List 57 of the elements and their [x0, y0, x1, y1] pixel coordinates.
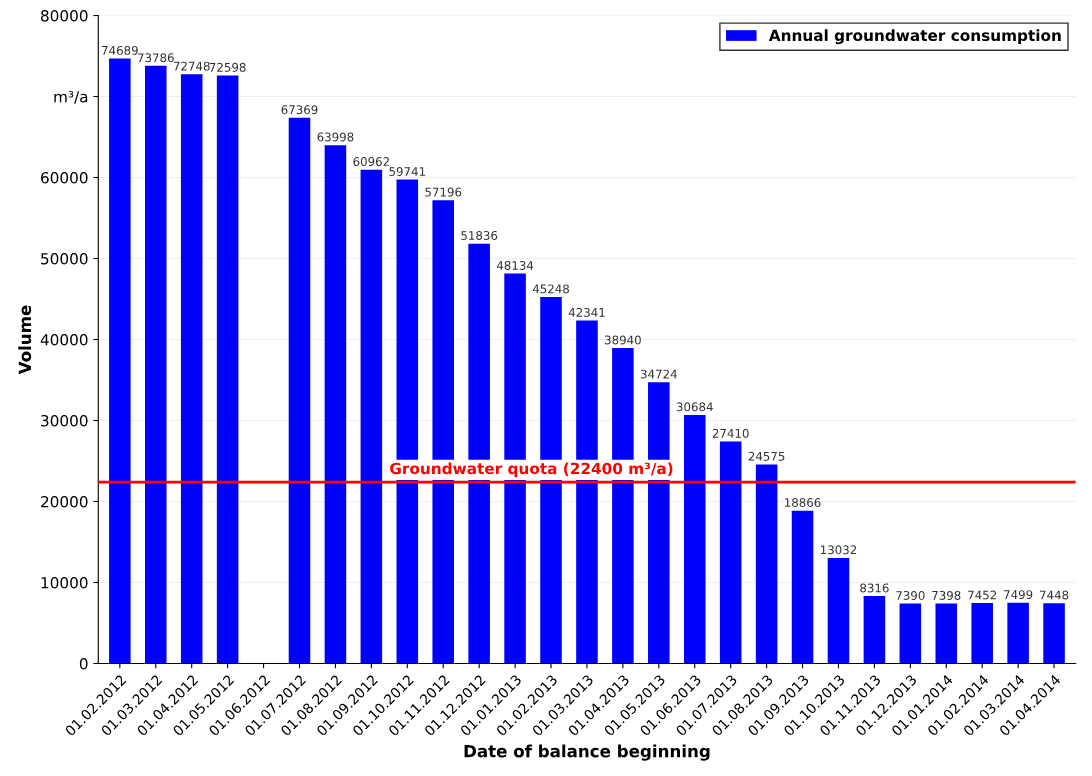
- data-label: 7452: [968, 590, 997, 600]
- data-label: 7390: [896, 591, 925, 600]
- y-tick-label: 80000: [40, 9, 88, 22]
- y-tick-label: 10000: [41, 576, 88, 589]
- data-label: 59741: [389, 167, 425, 176]
- data-label: 34724: [640, 369, 677, 379]
- bar: [935, 603, 958, 664]
- data-label: 24575: [748, 451, 785, 461]
- data-label: 7499: [1004, 590, 1033, 600]
- bar: [109, 58, 131, 664]
- bar: [216, 75, 239, 664]
- bar: [719, 441, 742, 664]
- data-label: 63998: [317, 132, 354, 142]
- data-label: 74689: [102, 45, 138, 55]
- data-label: 51836: [461, 231, 498, 240]
- data-label: 27410: [712, 428, 749, 438]
- bar: [755, 464, 778, 664]
- bar: [288, 117, 311, 664]
- data-label: 57196: [425, 187, 462, 197]
- y-tick-label: 50000: [41, 252, 88, 265]
- data-label: 7448: [1040, 590, 1069, 600]
- bar: [863, 596, 886, 664]
- y-tick-label: 60000: [41, 171, 88, 184]
- bar: [971, 603, 993, 664]
- y-tick-label: 20000: [41, 495, 88, 508]
- legend-label: Annual groundwater consumption: [768, 29, 1061, 45]
- bar: [899, 603, 922, 664]
- y-tick-label: 0: [79, 657, 88, 670]
- data-label: 7398: [932, 590, 961, 600]
- data-label: 42341: [568, 307, 605, 317]
- y-tick-label: m³/a: [54, 90, 88, 104]
- data-label: 18866: [785, 498, 821, 507]
- data-label: 45248: [532, 284, 569, 294]
- y-tick-label: 40000: [40, 333, 88, 346]
- data-label: 48134: [496, 261, 534, 270]
- data-label: 67369: [281, 105, 318, 115]
- y-tick-label: 30000: [41, 414, 88, 427]
- data-label: 38940: [605, 335, 641, 345]
- data-label: 60962: [353, 157, 389, 167]
- data-label: 13032: [820, 545, 857, 555]
- data-label: 8316: [860, 583, 889, 593]
- bar: [827, 557, 850, 664]
- bar: [683, 414, 706, 664]
- data-label: 30684: [676, 402, 713, 412]
- data-label: 72748: [173, 61, 210, 71]
- bar: [1007, 602, 1029, 664]
- y-axis-title: Volume: [18, 305, 32, 375]
- data-label: 72598: [209, 62, 246, 72]
- bar: [324, 145, 347, 664]
- ref-line-label: Groundwater quota (22400 m³/a): [390, 462, 673, 478]
- data-label: 73786: [137, 53, 174, 63]
- x-axis-title: Date of balance beginning: [464, 744, 710, 761]
- bar: [791, 510, 814, 664]
- bar: [180, 74, 203, 664]
- bar: [360, 169, 383, 664]
- bar: [1043, 603, 1065, 664]
- bar: [144, 65, 167, 664]
